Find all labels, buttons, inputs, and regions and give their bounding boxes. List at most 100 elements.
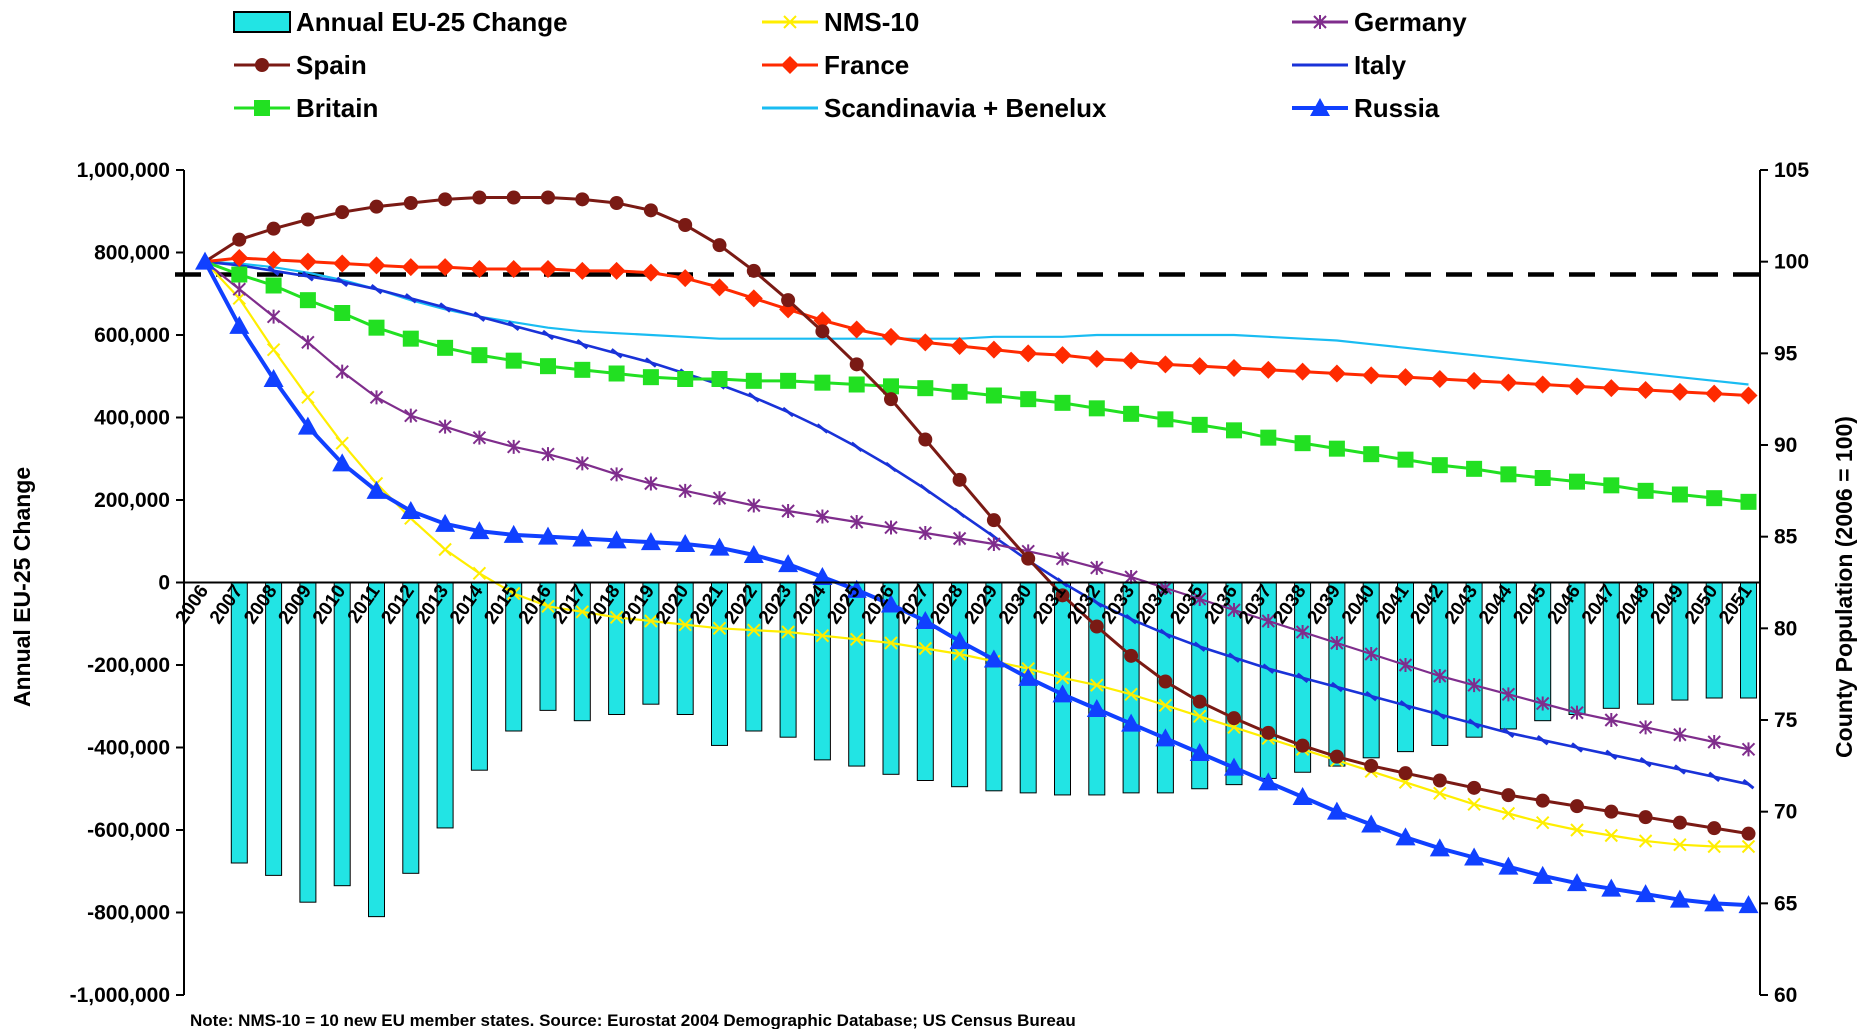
y-axis-title: Annual EU-25 Change xyxy=(9,467,35,707)
point-spain-2027 xyxy=(918,432,933,447)
line-spain xyxy=(204,196,1749,836)
point-france-2049 xyxy=(1670,382,1689,401)
point-britain-2041 xyxy=(1397,451,1414,468)
point-britain-2038 xyxy=(1294,435,1311,452)
point-russia-2014 xyxy=(469,521,490,540)
legend-label: Spain xyxy=(296,50,367,80)
point-germany-2035 xyxy=(1192,592,1207,606)
point-germany-2024 xyxy=(815,509,830,524)
y-tick-label: 1,000,000 xyxy=(77,159,170,182)
point-nms-10-2043 xyxy=(1467,797,1481,812)
point-spain-2031 xyxy=(1055,588,1070,603)
legend-item-russia: Russia xyxy=(1292,93,1440,123)
point-spain-2018 xyxy=(609,196,624,210)
point-russia-2020 xyxy=(675,534,696,552)
y-tick-label: -400,000 xyxy=(87,737,170,760)
point-russia-2008 xyxy=(263,369,284,387)
point-germany-2015 xyxy=(506,439,521,454)
point-spain-2038 xyxy=(1295,738,1310,753)
point-spain-2021 xyxy=(712,238,727,253)
axes: 1,000,000 800,000 600,000 400,000 200,000 0 -2… xyxy=(70,159,1810,1007)
point-italy-2017 xyxy=(576,338,589,350)
point-spain-2019 xyxy=(643,203,658,218)
point-nms-10-2028 xyxy=(952,647,967,661)
point-france-2019 xyxy=(641,263,660,282)
point-russia-2046 xyxy=(1567,873,1587,892)
point-russia-2009 xyxy=(297,416,318,435)
point-spain-2026 xyxy=(884,392,898,407)
point-britain-2025 xyxy=(848,376,865,393)
y-tick-label: 800,000 xyxy=(94,242,170,265)
bar-2008 xyxy=(265,582,283,876)
point-britain-2034 xyxy=(1157,411,1174,428)
point-france-2039 xyxy=(1327,364,1346,383)
point-france-2014 xyxy=(470,260,489,278)
point-france-2020 xyxy=(676,269,695,288)
point-france-2043 xyxy=(1465,371,1484,390)
point-britain-2031 xyxy=(1054,394,1071,411)
point-france-2012 xyxy=(401,258,420,277)
point-russia-2015 xyxy=(503,524,524,543)
point-britain-2051 xyxy=(1740,493,1757,510)
x-tick-label: 2006 xyxy=(172,581,213,628)
point-britain-2042 xyxy=(1431,457,1448,474)
point-britain-2030 xyxy=(1020,391,1037,408)
point-france-2008 xyxy=(264,250,283,269)
point-france-2044 xyxy=(1499,373,1518,392)
point-britain-2029 xyxy=(985,387,1002,404)
point-italy-2026 xyxy=(885,461,897,473)
point-france-2045 xyxy=(1533,375,1552,394)
point-germany-2012 xyxy=(404,408,418,423)
legend-item-italy: Italy xyxy=(1292,50,1407,80)
point-spain-2022 xyxy=(746,263,761,278)
legend-label: Italy xyxy=(1354,50,1407,80)
point-britain-2044 xyxy=(1500,466,1517,483)
bar-2012 xyxy=(402,582,420,874)
point-russia-2007 xyxy=(229,315,250,334)
point-russia-2017 xyxy=(572,528,593,547)
point-france-2036 xyxy=(1225,359,1243,377)
point-spain-2047 xyxy=(1604,804,1619,819)
point-russia-2026 xyxy=(881,594,901,613)
legend-marker xyxy=(781,56,799,74)
point-spain-2028 xyxy=(952,472,967,487)
point-spain-2040 xyxy=(1364,758,1379,773)
point-italy-2046 xyxy=(1571,742,1583,753)
point-germany-2014 xyxy=(472,430,487,445)
point-russia-2051 xyxy=(1738,895,1759,914)
point-britain-2013 xyxy=(437,339,454,356)
point-germany-2036 xyxy=(1227,603,1241,617)
point-italy-2040 xyxy=(1365,690,1378,702)
point-nms-10-2031 xyxy=(1055,671,1070,685)
point-russia-2011 xyxy=(366,480,387,499)
point-france-2047 xyxy=(1602,379,1621,398)
point-italy-2039 xyxy=(1330,681,1343,693)
point-italy-2022 xyxy=(747,392,760,403)
point-spain-2048 xyxy=(1638,810,1653,825)
point-spain-2011 xyxy=(369,199,384,214)
point-britain-2012 xyxy=(402,330,419,347)
point-france-2035 xyxy=(1190,357,1209,376)
line-russia xyxy=(203,260,1749,908)
point-germany-2037 xyxy=(1261,614,1276,628)
point-france-2021 xyxy=(710,278,729,297)
point-germany-2038 xyxy=(1295,625,1310,639)
point-germany-2047 xyxy=(1604,713,1619,727)
point-italy-2013 xyxy=(439,302,452,313)
point-britain-2024 xyxy=(814,374,831,391)
point-spain-2017 xyxy=(575,192,590,207)
point-italy-2049 xyxy=(1673,764,1686,775)
point-russia-2021 xyxy=(709,537,730,556)
series-spain xyxy=(204,190,1756,841)
point-spain-2013 xyxy=(438,192,453,207)
point-britain-2015 xyxy=(505,352,522,369)
y2-tick-label: 60 xyxy=(1774,984,1797,1007)
y2-tick-label: 80 xyxy=(1774,617,1797,640)
y2-tick-label: 100 xyxy=(1774,251,1809,274)
point-germany-2021 xyxy=(712,491,727,506)
point-germany-2019 xyxy=(644,476,658,491)
point-britain-2026 xyxy=(883,378,899,395)
point-germany-2040 xyxy=(1364,647,1378,661)
point-russia-2048 xyxy=(1635,884,1656,903)
point-russia-2036 xyxy=(1224,757,1244,776)
